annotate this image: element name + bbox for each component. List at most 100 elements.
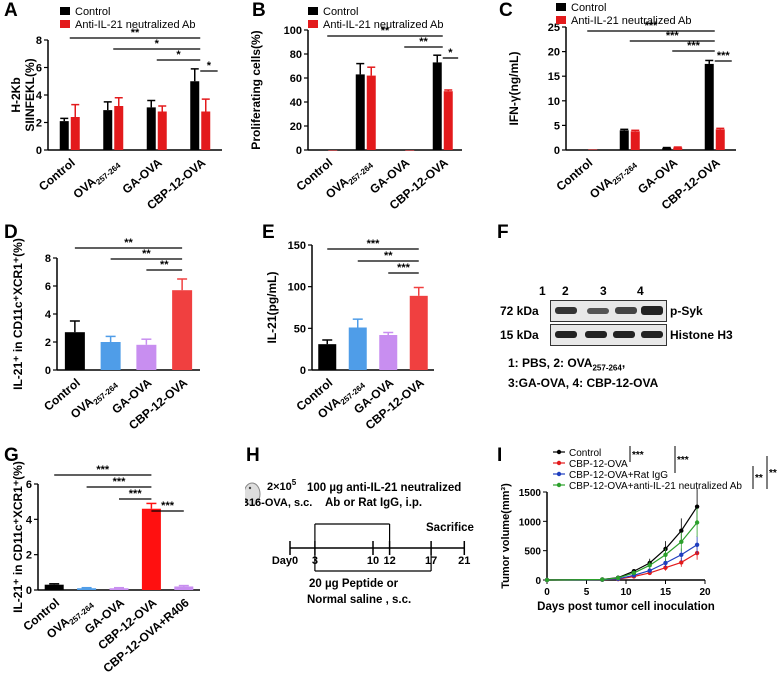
point-3-1 [600,577,605,582]
series-line-3 [546,522,698,581]
bar-0-1 [355,74,365,150]
sig-label-1: *** [113,476,127,488]
band-histone: Histone H3 [670,328,733,342]
cells-text: 2×105 [267,478,297,493]
y-tick-label-4: 8 [45,253,51,265]
sig-label-0: *** [645,20,659,32]
y-tick-label-3: 6 [26,479,32,491]
y-axis-label-0: IL-21⁺ in CD11c⁺XCR1⁺(%) [11,461,25,613]
bar-1-0 [328,150,338,151]
y-tick-label-3: 15 [548,71,560,83]
b16-text: B16-OVA, s.c. [245,497,312,509]
legend-marker-0 [556,449,562,455]
bar-2 [379,335,398,370]
timeline-label-0: Day0 [272,555,298,567]
y-tick-label-5: 25 [548,22,560,34]
panel-label-i: I [497,445,503,466]
panel-label-e: E [262,222,275,243]
sig-label-1: ** [384,250,393,262]
bar-3 [141,508,161,590]
legend-marker-1 [556,460,562,466]
y-tick-label-4: 20 [548,47,560,59]
sig-label-2: * [448,47,453,59]
panel-label-d: D [4,222,18,243]
bar-0-0 [317,150,327,151]
y-tick-label-2: 4 [45,309,52,321]
series-line-0 [546,506,698,581]
x-tick-label-3: 15 [660,587,672,598]
blot-strip-psyk [550,300,667,322]
band-psyk: p-Syk [670,304,703,318]
sig-label-1: *** [666,30,680,42]
y-tick-label-0: 0 [26,585,32,597]
bar-0-3 [704,63,714,150]
western-blot-panel: 1 2 3 4 72 kDa 15 kDa p-Syk Histone H3 1… [500,250,781,400]
sig-label-2: ** [755,473,763,484]
lane-2: 2 [562,284,569,298]
bar-1-0 [588,149,598,151]
caption-1: 1: PBS, 2: OVA257-264, [508,356,626,373]
y-tick-label-1: 500 [524,547,541,558]
sig-label-2: *** [129,488,143,500]
lane-4: 4 [637,284,644,298]
sig-label-1: *** [677,455,689,466]
top-text-2: Ab or Rat IgG, i.p. [325,497,422,509]
bar-3 [172,290,193,370]
bar-1 [348,327,367,370]
y-tick-label-4: 80 [290,49,302,61]
timeline-label-5: 21 [458,555,470,567]
y-tick-label-0: 0 [535,576,541,587]
legend-label-0: Control [569,448,601,459]
panel-label-g: G [4,445,19,466]
sig-label-0: *** [367,238,381,250]
bar-0-2 [394,150,404,151]
mouse-icon [245,482,261,506]
y-axis-label-0: IFN-γ(ng/mL) [507,52,521,126]
y-axis-label-0: H-2Kb [9,77,23,112]
bar-1-2 [405,150,415,151]
y-axis-label-0: IL-21⁺ in CD11c⁺XCR1⁺(%) [11,238,25,390]
legend-label-3: CBP-12-OVA+anti-IL-21 neutralized Ab [569,481,742,492]
sig-label-2: ** [160,259,169,271]
category-label-1: OVA257-264 [587,155,639,203]
y-tick-label-1: 5 [554,120,560,132]
sig-label-3: ** [769,468,777,479]
category-label-0: Control [36,156,78,194]
bar-3 [409,295,428,370]
sig-label-3: *** [161,500,175,512]
y-tick-label-5: 100 [284,25,302,37]
y-tick-label-0: 0 [296,145,302,157]
y-tick-label-0: 0 [36,145,42,157]
x-axis-label: Days post tumor cell inoculation [537,601,715,613]
y-tick-label-2: 1000 [519,517,542,528]
legend-marker-3 [556,482,562,488]
sig-label-2: *** [397,262,411,274]
bottom-text-2: Normal saline , s.c. [307,594,411,606]
y-tick-label-3: 150 [288,240,306,252]
blot-strip-histone [550,324,667,346]
bar-1-2 [673,147,683,150]
bar-1-1 [114,106,124,150]
bar-0-3 [190,81,200,150]
y-tick-label-2: 40 [290,97,302,109]
y-axis-label-1: SIINFEKL(%) [23,58,37,131]
chart-c: 0510152025IFN-γ(ng/mL)ControlOVA257-264G… [507,20,736,212]
legend-c: Control Anti-IL-21 neutralized Ab [556,2,691,28]
sig-label-2: * [176,49,181,61]
sig-label-0: *** [632,450,644,461]
x-tick-label-4: 20 [699,587,711,598]
y-tick-label-3: 6 [36,63,42,75]
bar-0-2 [146,107,156,150]
y-tick-label-2: 4 [26,514,33,526]
point-3-0 [544,577,550,583]
bar-2 [109,588,129,590]
x-tick-label-2: 10 [620,587,632,598]
sig-label-1: ** [419,36,428,48]
y-tick-label-2: 10 [548,96,560,108]
kda-15: 15 kDa [500,328,539,342]
bar-0 [64,332,85,370]
y-tick-label-1: 2 [36,118,42,130]
legend-label-1: CBP-12-OVA [569,459,628,470]
